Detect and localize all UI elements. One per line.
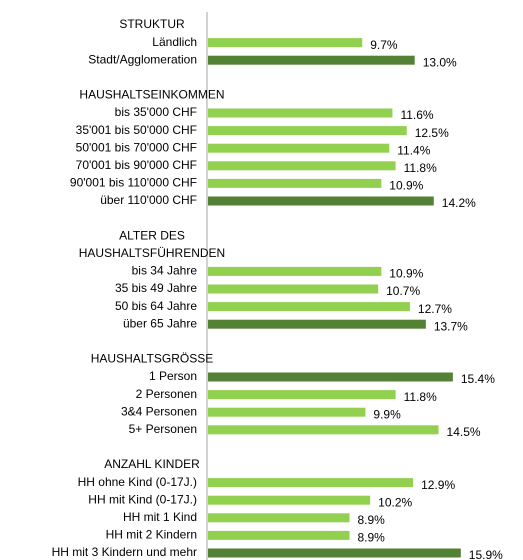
category-label: 50'001 bis 70'000 CHF: [76, 140, 197, 154]
bar: [208, 143, 390, 153]
value-label: 14.5%: [447, 425, 481, 439]
group-title: HAUSHALTSGRÖSSE: [91, 352, 213, 366]
bar: [208, 319, 426, 329]
value-label: 12.5%: [415, 126, 449, 140]
value-label: 11.8%: [404, 161, 437, 175]
bar: [208, 425, 439, 435]
category-label: 1 Person: [149, 369, 197, 383]
value-label: 10.9%: [389, 267, 423, 281]
value-label: 15.4%: [461, 372, 495, 386]
group-title: HAUSHALTSEINKOMMEN: [79, 88, 224, 102]
category-label: bis 34 Jahre: [132, 264, 198, 278]
category-label: HH mit 2 Kindern: [106, 528, 197, 542]
category-label: 35'001 bis 50'000 CHF: [76, 123, 197, 137]
category-label: 70'001 bis 90'000 CHF: [76, 158, 197, 172]
bar: [208, 38, 363, 48]
value-label: 8.9%: [358, 531, 386, 545]
category-label: HH mit 1 Kind: [123, 510, 197, 524]
value-label: 9.9%: [373, 407, 401, 421]
bar: [208, 55, 415, 65]
bar: [208, 407, 366, 417]
category-label: 5+ Personen: [129, 422, 197, 436]
value-label: 11.6%: [400, 108, 433, 122]
value-label: 12.9%: [421, 478, 455, 492]
value-label: 13.7%: [434, 319, 468, 333]
bar: [208, 390, 396, 400]
bar: [208, 126, 407, 136]
group-title: ANZAHL KINDER: [104, 457, 200, 471]
value-label: 13.0%: [423, 55, 457, 69]
category-label: 3&4 Personen: [121, 404, 197, 418]
bar: [208, 530, 350, 540]
group-title: HAUSHALTSFÜHRENDEN: [79, 246, 225, 260]
bar: [208, 302, 410, 312]
category-label: Stadt/Agglomeration: [88, 52, 197, 66]
value-label: 12.7%: [418, 302, 452, 316]
bar: [208, 495, 371, 505]
category-label: bis 35'000 CHF: [115, 105, 197, 119]
category-label: 50 bis 64 Jahre: [115, 299, 197, 313]
bar: [208, 513, 350, 523]
category-label: 35 bis 49 Jahre: [115, 281, 197, 295]
bar: [208, 161, 396, 171]
category-label: über 110'000 CHF: [100, 193, 197, 207]
bar: [208, 108, 393, 118]
value-label: 8.9%: [358, 513, 386, 527]
category-label: über 65 Jahre: [123, 316, 197, 330]
category-label: HH mit 3 Kindern und mehr: [52, 545, 197, 559]
value-label: 11.8%: [404, 390, 437, 404]
value-label: 14.2%: [442, 196, 476, 210]
bar: [208, 266, 382, 276]
value-label: 10.9%: [389, 179, 423, 193]
bar: [208, 196, 434, 206]
bar: [208, 284, 379, 294]
group-title: ALTER DES: [119, 228, 185, 242]
bar: [208, 548, 461, 558]
category-label: 2 Personen: [136, 387, 197, 401]
value-label: 15.9%: [469, 548, 503, 560]
group-title: STRUKTUR: [119, 17, 185, 31]
value-label: 10.7%: [386, 284, 420, 298]
value-label: 11.4%: [397, 143, 430, 157]
bar: [208, 478, 414, 488]
category-label: 90'001 bis 110'000 CHF: [70, 176, 197, 190]
category-label: HH mit Kind (0-17J.): [88, 492, 197, 506]
bar: [208, 178, 382, 188]
category-label: Ländlich: [152, 35, 197, 49]
value-label: 10.2%: [378, 495, 412, 509]
bar: [208, 372, 453, 382]
category-label: HH ohne Kind (0-17J.): [78, 475, 197, 489]
value-label: 9.7%: [370, 38, 398, 52]
